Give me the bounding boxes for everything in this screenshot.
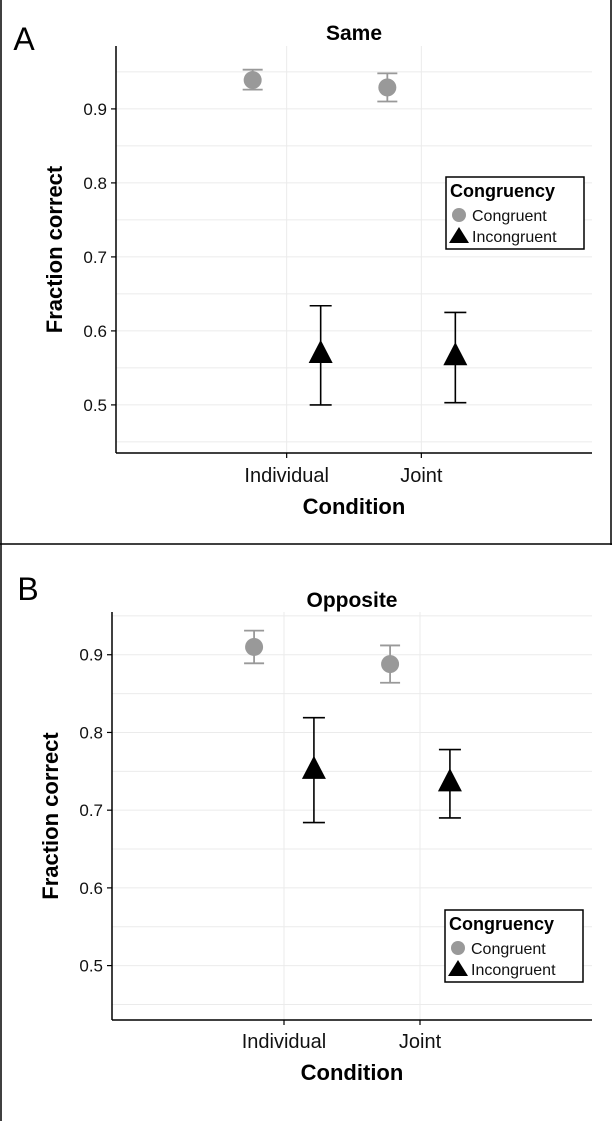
- legend-swatch-triangle: [448, 960, 468, 976]
- y-tick-label: 0.5: [83, 396, 107, 415]
- x-tick-label: Joint: [399, 1031, 442, 1053]
- y-tick-label: 0.9: [83, 100, 107, 119]
- legend-entry-label: Incongruent: [471, 962, 556, 979]
- x-tick-label: Individual: [242, 1031, 327, 1053]
- panel-label: B: [17, 571, 38, 607]
- x-axis-label: Condition: [301, 1060, 404, 1085]
- legend-box: [444, 909, 584, 983]
- chart-title: Same: [326, 22, 382, 45]
- y-tick-label: 0.8: [83, 174, 107, 193]
- data-point-triangle: [301, 755, 326, 779]
- x-tick-label: Individual: [244, 465, 329, 487]
- y-axis-label: Fraction correct: [38, 732, 63, 900]
- chart-panel-a: 0.5 0.6 0.7 0.8 0.9 Individual Joint A Same Condi…: [13, 21, 592, 519]
- legend-title: Congruency: [449, 914, 554, 934]
- data-point-triangle: [443, 342, 468, 366]
- y-tick-label: 0.5: [79, 957, 103, 976]
- y-tick-label: 0.7: [83, 248, 107, 267]
- series-incongruent: [301, 716, 462, 824]
- series-incongruent: [308, 304, 468, 406]
- legend-entry-label: Incongruent: [472, 229, 557, 246]
- y-tick-label: 0.8: [79, 723, 103, 742]
- y-tick-label: 0.9: [79, 646, 103, 665]
- legend-swatch-triangle: [449, 227, 469, 243]
- x-axis-label: Condition: [303, 494, 406, 519]
- data-point-circle: [381, 655, 400, 674]
- legend-entry-label: Congruent: [471, 941, 546, 958]
- x-tick-label: Joint: [400, 465, 443, 487]
- y-tick-label: 0.7: [79, 801, 103, 820]
- series-congruent: [242, 68, 398, 103]
- data-point-circle: [245, 637, 264, 656]
- legend-title: Congruency: [450, 181, 555, 201]
- data-point-circle: [243, 71, 262, 90]
- legend: Congruency Congruent Incongruent: [445, 176, 585, 250]
- y-tick-label: 0.6: [83, 322, 107, 341]
- data-point-triangle: [308, 339, 333, 363]
- data-point-circle: [378, 78, 397, 97]
- legend-swatch-circle: [452, 208, 466, 222]
- legend-box: [445, 176, 585, 250]
- panel-label: A: [13, 21, 35, 57]
- chart-title: Opposite: [306, 589, 397, 612]
- chart-panel-b: 0.5 0.6 0.7 0.8 0.9 Individual Joint B Opposite C…: [17, 571, 592, 1085]
- y-tick-label: 0.6: [79, 879, 103, 898]
- legend: Congruency Congruent Incongruent: [444, 909, 584, 983]
- legend-swatch-circle: [451, 941, 465, 955]
- gridlines: [116, 46, 592, 453]
- series-congruent: [244, 629, 401, 684]
- data-point-triangle: [437, 768, 462, 792]
- y-axis-label: Fraction correct: [42, 165, 67, 333]
- legend-entry-label: Congruent: [472, 208, 547, 225]
